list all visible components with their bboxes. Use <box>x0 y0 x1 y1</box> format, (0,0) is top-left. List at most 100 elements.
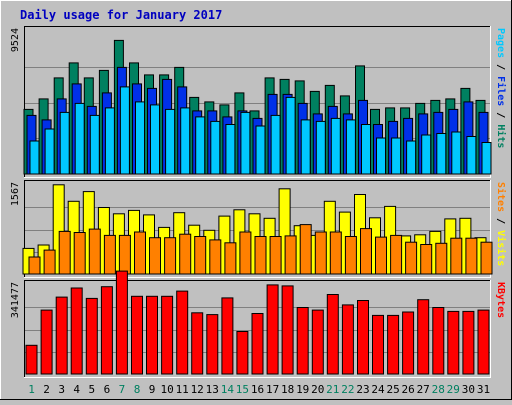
legend-entry: / <box>495 212 506 230</box>
bar-pages-4 <box>74 102 85 175</box>
bar-pages-13 <box>210 120 221 175</box>
bar-kbytes-16 <box>251 313 264 375</box>
x-tick-label-16: 16 <box>251 383 264 396</box>
x-tick-label-26: 26 <box>401 383 414 396</box>
x-tick-label-31: 31 <box>477 383 490 396</box>
x-tick-label-5: 5 <box>88 383 95 396</box>
bar-kbytes-11 <box>176 290 189 375</box>
bar-kbytes-31 <box>477 309 490 375</box>
bar-pages-5 <box>89 114 100 175</box>
bar-sites-31 <box>480 241 493 275</box>
x-tick-label-10: 10 <box>160 383 173 396</box>
legend-entry: Sites <box>495 182 507 212</box>
bar-kbytes-26 <box>402 311 415 375</box>
bar-pages-19 <box>300 119 311 175</box>
series-pages <box>29 86 492 175</box>
bar-kbytes-12 <box>191 312 204 375</box>
bar-sites-11 <box>179 233 192 275</box>
bar-pages-26 <box>406 140 417 175</box>
bar-pages-18 <box>285 96 296 175</box>
bar-pages-23 <box>361 124 371 175</box>
bar-sites-18 <box>284 235 297 275</box>
bar-kbytes-29 <box>447 310 460 375</box>
bar-sites-19 <box>299 224 312 275</box>
bar-kbytes-5 <box>85 297 98 375</box>
legend-entry: Pages <box>495 28 506 58</box>
bar-sites-6 <box>103 234 116 275</box>
bar-sites-20 <box>314 231 327 275</box>
bar-sites-17 <box>269 236 282 275</box>
legend-entry: Files <box>495 76 507 106</box>
x-tick-label-2: 2 <box>43 383 50 396</box>
bar-sites-27 <box>420 244 433 275</box>
panel-visits: 1567 Sites / Visits <box>10 180 507 278</box>
legend-entry: / <box>495 106 506 124</box>
bar-sites-16 <box>254 236 267 275</box>
bar-kbytes-14 <box>221 297 234 375</box>
bar-sites-8 <box>134 231 146 275</box>
bar-pages-7 <box>119 86 130 175</box>
bar-kbytes-27 <box>417 299 430 375</box>
x-tick-label-20: 20 <box>311 383 324 396</box>
bar-kbytes-25 <box>387 314 400 375</box>
bar-kbytes-30 <box>462 310 475 375</box>
x-tick-label-28: 28 <box>432 383 445 396</box>
bar-kbytes-2 <box>40 309 53 375</box>
x-axis-labels: 1 2 3 4 5 6 7 8 9 10 11 12 13 14 15 16 17 18 19 20 21 22 23 24 2… <box>28 383 490 396</box>
bar-sites-24 <box>375 236 387 275</box>
bar-kbytes-4 <box>70 287 83 375</box>
bar-sites-5 <box>88 228 101 275</box>
side-legend-requests: Pages / Files / Hits <box>495 28 507 148</box>
x-tick-label-23: 23 <box>356 383 369 396</box>
bar-sites-10 <box>164 237 177 275</box>
x-tick-label-25: 25 <box>386 383 399 396</box>
bar-pages-29 <box>451 131 462 175</box>
bar-pages-21 <box>330 117 341 175</box>
x-tick-label-24: 24 <box>371 383 385 396</box>
bar-kbytes-19 <box>296 307 309 375</box>
x-tick-label-30: 30 <box>462 383 475 396</box>
x-tick-label-27: 27 <box>417 383 430 396</box>
bar-sites-12 <box>194 236 207 275</box>
bar-pages-30 <box>466 136 477 175</box>
bar-sites-28 <box>435 242 448 275</box>
bar-sites-15 <box>239 231 252 275</box>
bar-sites-21 <box>329 231 342 275</box>
legend-entry: KBytes <box>495 282 506 318</box>
bar-kbytes-21 <box>326 294 339 375</box>
bar-kbytes-23 <box>357 300 369 375</box>
bar-sites-22 <box>344 236 357 275</box>
bar-pages-6 <box>104 107 115 175</box>
legend-entry: Hits <box>495 124 507 148</box>
bar-pages-14 <box>225 124 236 175</box>
x-tick-label-29: 29 <box>447 383 460 396</box>
x-tick-label-6: 6 <box>104 383 111 396</box>
x-tick-label-14: 14 <box>221 383 235 396</box>
bar-kbytes-8 <box>131 295 143 375</box>
bar-pages-8 <box>135 101 145 175</box>
x-tick-label-22: 22 <box>341 383 354 396</box>
bar-pages-11 <box>180 107 191 175</box>
bar-pages-25 <box>391 137 402 175</box>
x-tick-label-13: 13 <box>206 383 219 396</box>
y-axis-max-label: 1567 <box>10 182 21 206</box>
bar-pages-12 <box>195 116 206 175</box>
bar-sites-14 <box>224 242 237 275</box>
panel-requests: 9524 Pages / Files / Hits <box>10 26 507 178</box>
bar-kbytes-6 <box>100 286 113 375</box>
x-tick-label-21: 21 <box>326 383 339 396</box>
bar-pages-3 <box>59 111 70 175</box>
bar-sites-23 <box>360 228 372 275</box>
y-axis-max-label: 341477 <box>10 282 21 318</box>
bar-kbytes-22 <box>341 304 354 375</box>
bar-pages-31 <box>481 142 492 175</box>
bar-sites-2 <box>43 249 56 275</box>
bar-kbytes-9 <box>146 295 158 375</box>
bar-pages-2 <box>44 128 55 175</box>
bar-pages-16 <box>255 125 266 175</box>
bar-kbytes-7 <box>115 270 128 375</box>
bar-kbytes-28 <box>432 307 445 375</box>
bar-kbytes-3 <box>55 296 68 375</box>
